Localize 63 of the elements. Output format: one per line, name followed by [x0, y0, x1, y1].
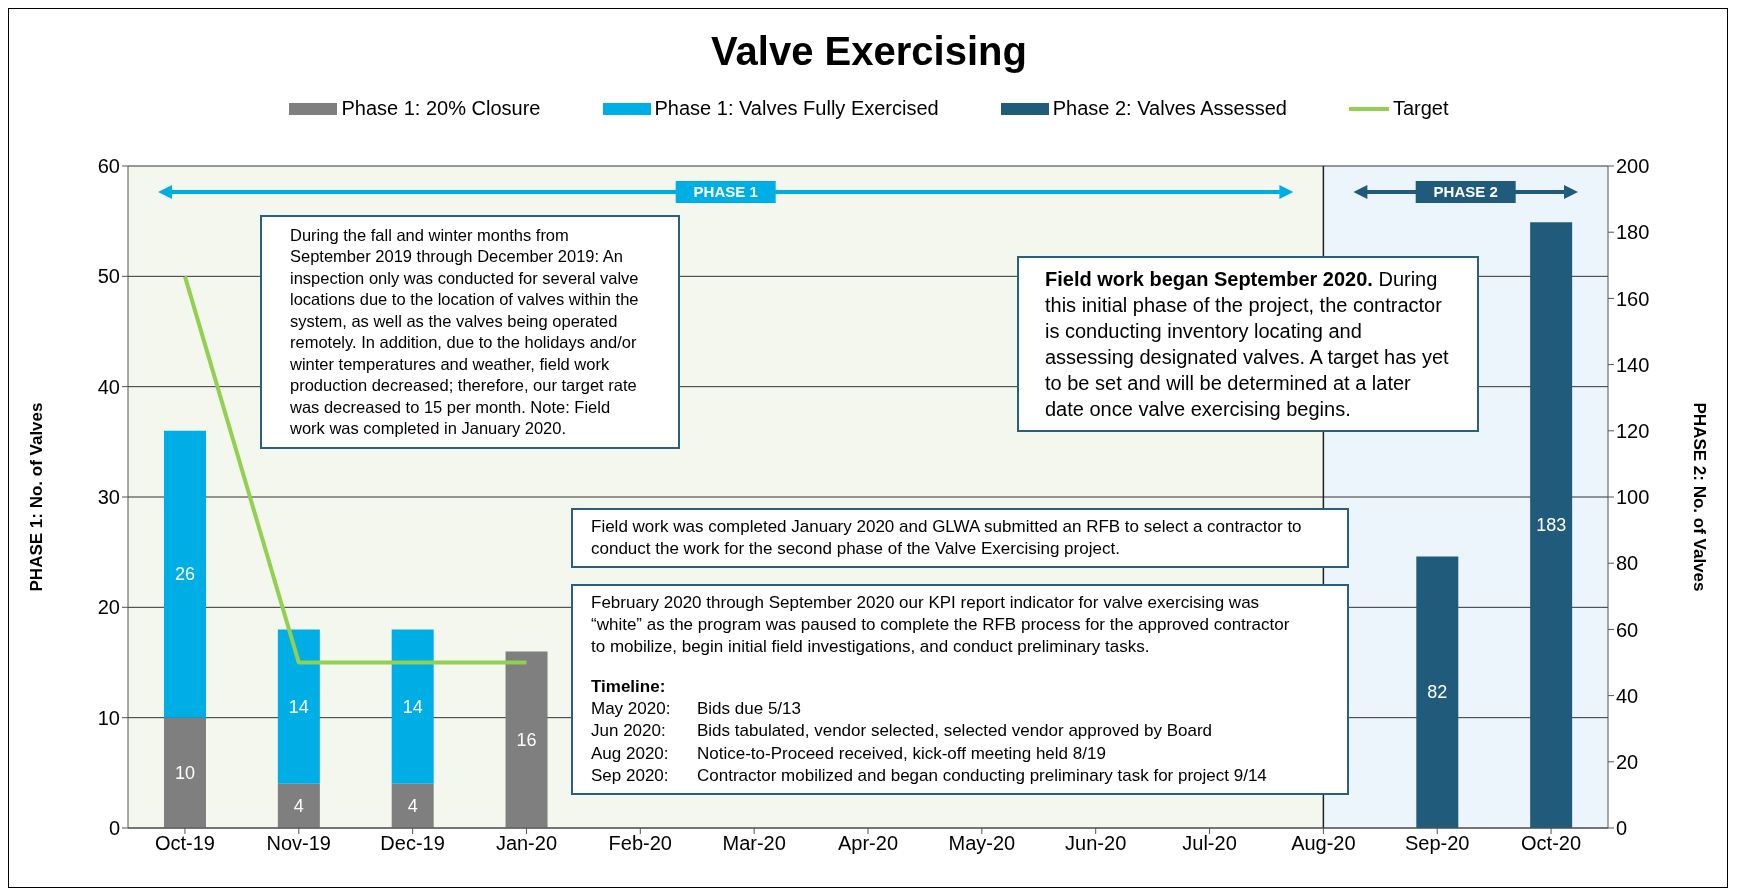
legend-label: Phase 1: 20% Closure	[341, 97, 541, 120]
y2-tick-label: 160	[1616, 287, 1650, 310]
x-tick-label: Mar-20	[722, 832, 786, 855]
data-label: 4	[293, 795, 304, 816]
y2-axis-title: PHASE 2: No. of Valves	[1689, 402, 1709, 592]
y2-tick-label: 120	[1616, 419, 1650, 442]
legend-label: Phase 1: Valves Fully Exercised	[654, 97, 939, 120]
legend-label: Phase 2: Valves Assessed	[1052, 97, 1287, 120]
data-label: 82	[1427, 682, 1448, 703]
y-axis-title: PHASE 1: No. of Valves	[27, 402, 47, 592]
y-tick-label: 0	[108, 817, 120, 840]
data-label: 10	[174, 762, 196, 783]
y2-tick-label: 20	[1616, 750, 1639, 773]
x-tick-label: Sep-20	[1404, 832, 1470, 855]
annotation: Timeline:	[591, 676, 667, 699]
y-tick-label: 20	[97, 596, 120, 619]
y-tick-label: 60	[97, 155, 120, 178]
bar	[277, 783, 320, 828]
bar	[164, 430, 206, 718]
y2-tick-label: 40	[1616, 684, 1639, 707]
band-label: PHASE 2	[1433, 183, 1498, 200]
x-tick-label: Aug-20	[1291, 832, 1356, 855]
x-tick-label: Nov-19	[266, 832, 332, 855]
data-label: 14	[288, 696, 309, 717]
x-tick-label: Dec-19	[380, 832, 445, 855]
y2-tick-label: 200	[1616, 155, 1650, 178]
x-tick-label: Apr-20	[837, 832, 899, 855]
chart-title: Valve Exercising	[710, 29, 1028, 74]
y2-tick-label: 180	[1616, 221, 1650, 244]
data-label: 14	[402, 696, 423, 717]
legend-label: Target	[1392, 97, 1449, 120]
x-tick-label: Jun-20	[1065, 832, 1127, 855]
text-box: During the fall and winter months from September 2019 through December 2019: An inspection only was conducted for several valve locations due to the location of valves within the system, as well as the valves being operated remotely. In addition, due to the holidays and/or winter temperatures and weather, field work production decreased; therefore, our target rate was decreased to 15 per month. Note: Field work was completed in January 2020.	[260, 215, 680, 450]
y-tick-label: 10	[97, 706, 120, 729]
y-tick-label: 40	[97, 375, 120, 398]
band-label: PHASE 1	[693, 183, 758, 200]
x-tick-label: Jul-20	[1182, 832, 1237, 855]
data-label: 4	[407, 795, 418, 816]
bar	[505, 651, 548, 828]
data-label: 16	[516, 729, 537, 750]
annotation: Field work began September 2020.	[1045, 268, 1373, 290]
data-label: 183	[1536, 515, 1567, 536]
x-tick-label: Feb-20	[608, 832, 672, 855]
x-tick-label: Oct-20	[1521, 832, 1582, 855]
bar	[277, 629, 320, 784]
annotation: February 2020 through September 2020 our KPI report indicator for valve exercising was “white” as the program was paused to complete the RFB process for the approved contractor to mobilize, begin initial field investigations, and conduct preliminary tasks.	[591, 592, 1291, 659]
text-box: February 2020 through September 2020 our KPI report indicator for valve exercising was “white” as the program was paused to complete the RFB process for the approved contractor to mobilize, begin initial field investigations, and conduct preliminary tasks. Timeline: May 2020: Bids due 5/13 Jun 2020: Bids tabulated, vendor selected, selected vendor approved by Board Aug 2020: Notice-to-Proceed received, kick-off meeting held 8/19 Sep 2020: Contractor mobilized and began conducting preliminary task for project 9/14	[571, 584, 1349, 795]
text-box: Field work began September 2020. During this initial phase of the project, the contractor is conducting inventory locating and assessing designated valves. A target has yet to be set and will be determined at a later date once valve exercising begins.	[1017, 256, 1479, 432]
x-tick-label: Oct-19	[154, 832, 215, 855]
y2-tick-label: 0	[1616, 817, 1628, 840]
y2-tick-label: 100	[1616, 486, 1650, 509]
bar	[164, 717, 206, 828]
data-label: 26	[174, 564, 196, 585]
x-tick-label: May-20	[948, 832, 1016, 855]
y2-tick-label: 60	[1616, 618, 1639, 641]
text-box: Field work was completed January 2020 and GLWA submitted an RFB to select a contractor to conduct the work for the second phase of the Valve Exercising project.	[571, 508, 1349, 569]
y2-tick-label: 140	[1616, 353, 1650, 376]
bar	[391, 629, 434, 784]
y-tick-label: 50	[97, 265, 120, 288]
y2-tick-label: 80	[1616, 552, 1639, 575]
x-tick-label: Jan-20	[495, 832, 558, 855]
y-tick-label: 30	[97, 486, 120, 509]
bar	[391, 783, 434, 828]
